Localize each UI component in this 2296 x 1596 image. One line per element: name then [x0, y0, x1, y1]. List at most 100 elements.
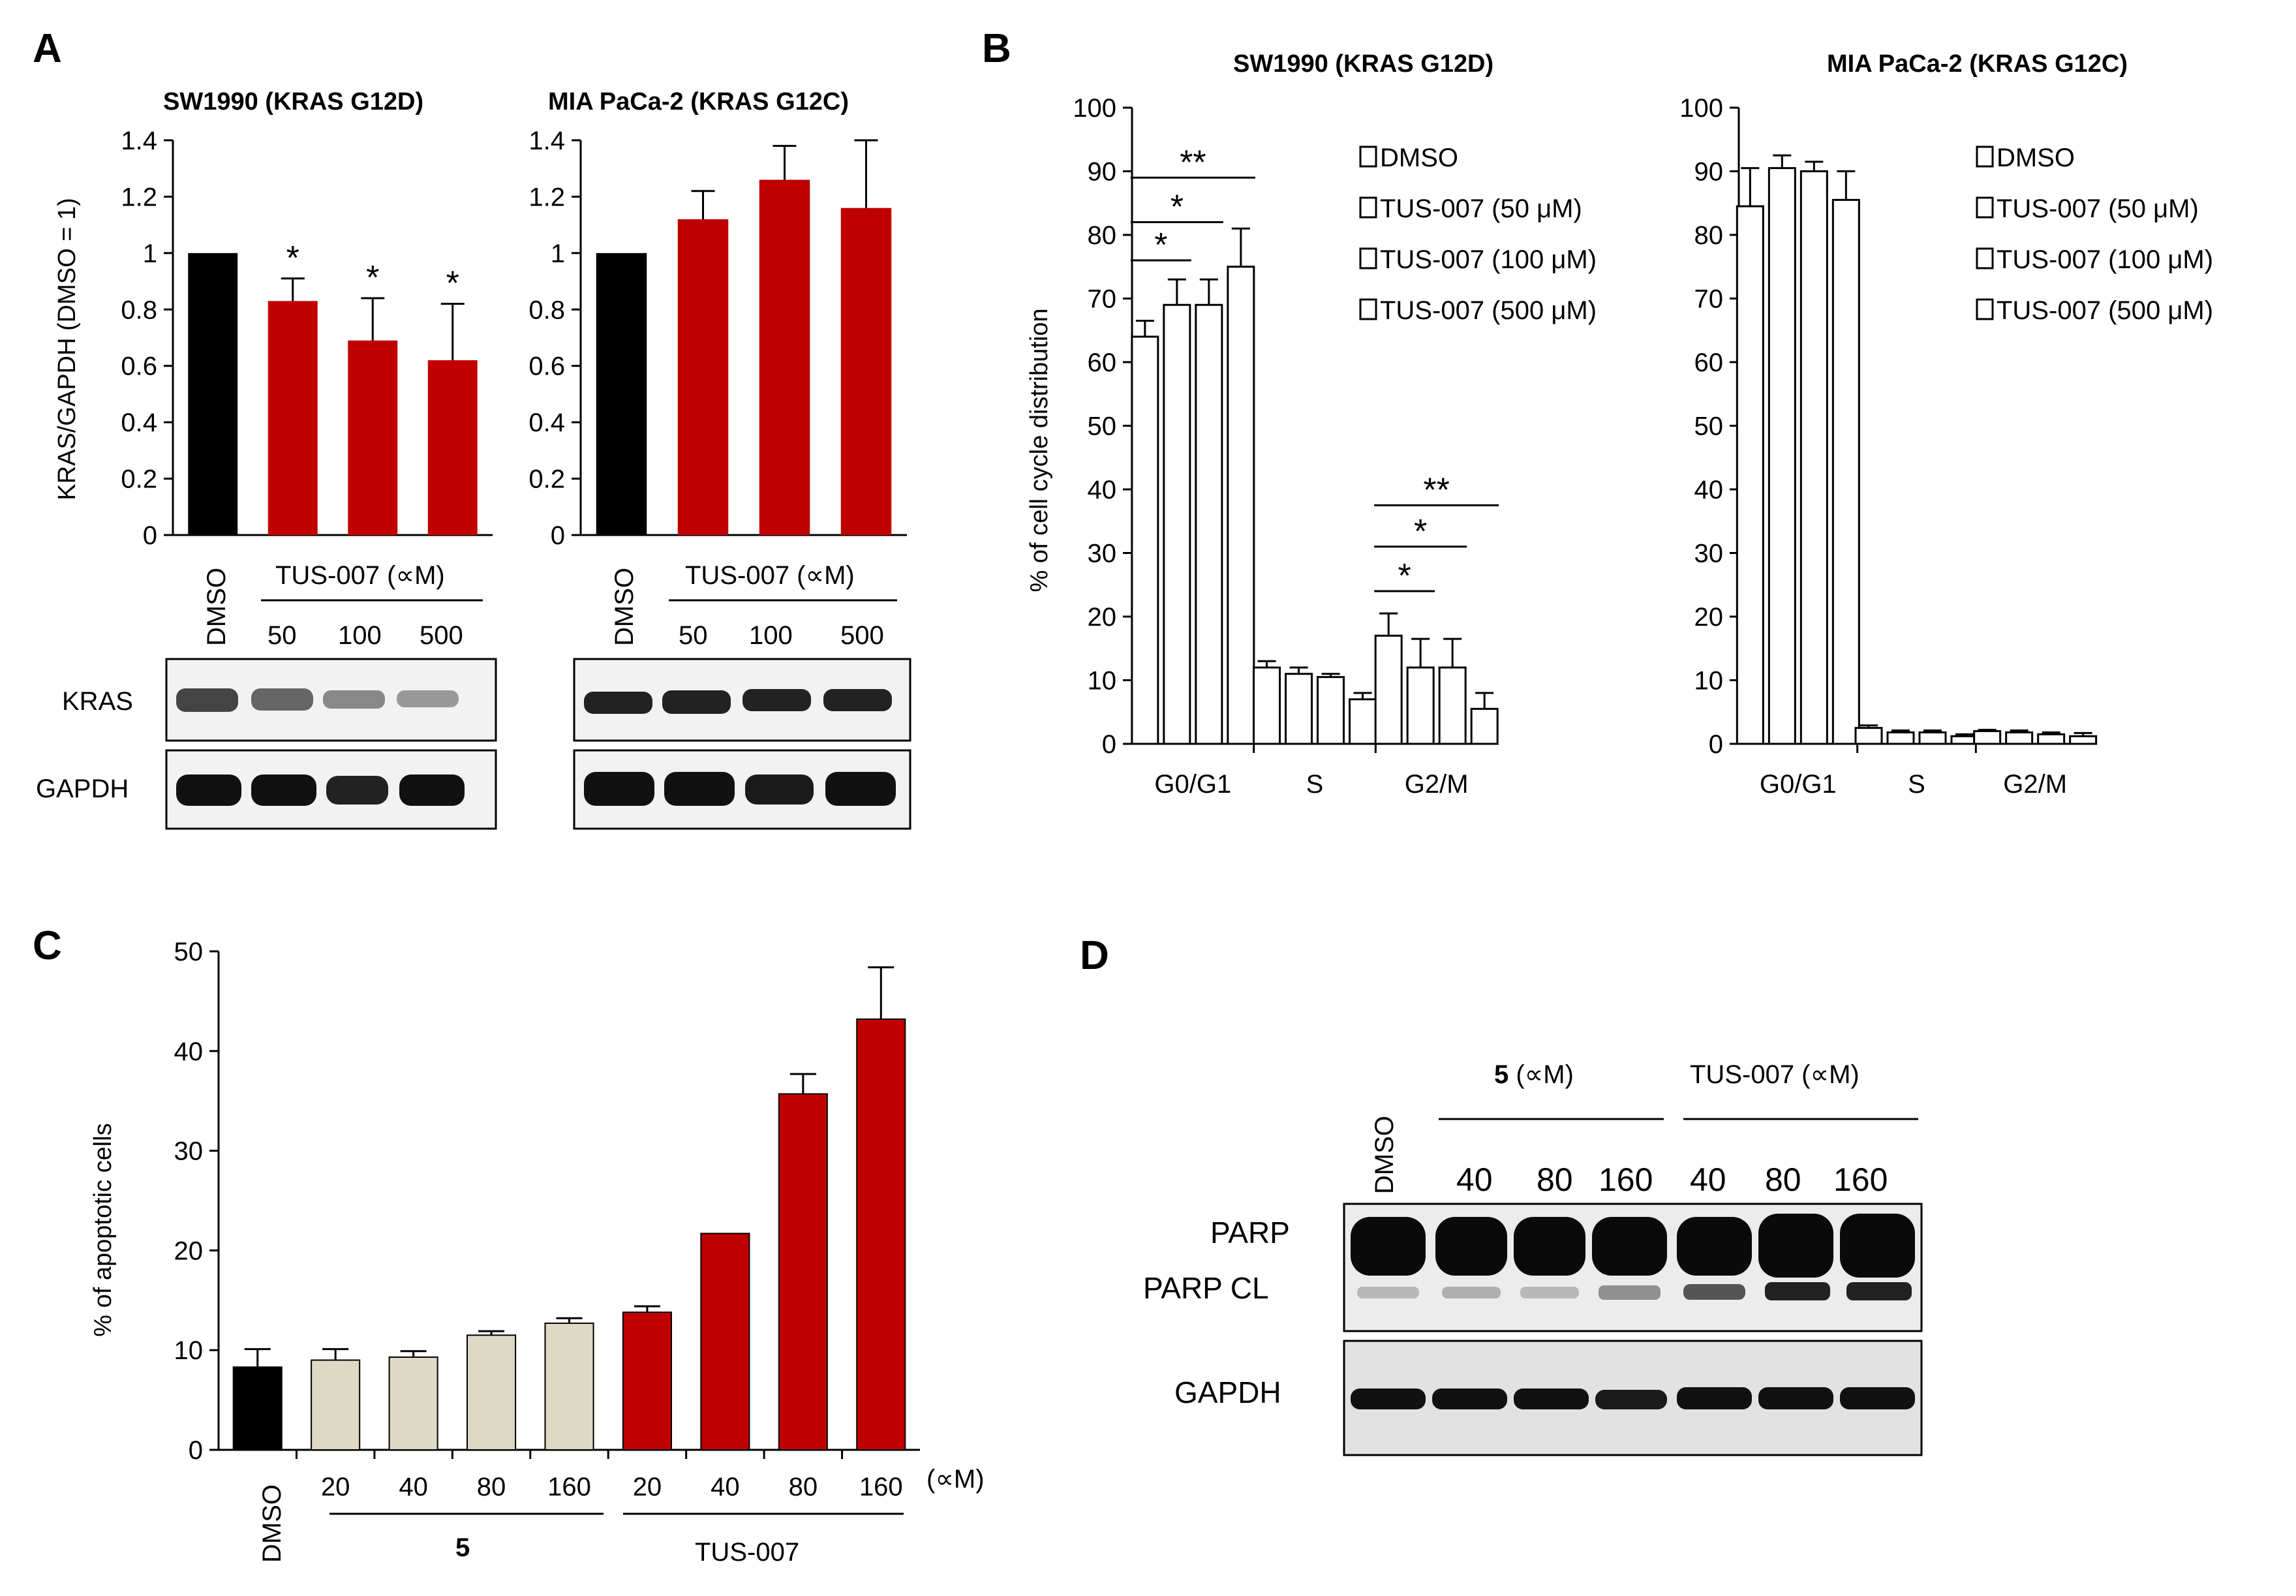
chart-b1-legend-label: TUS-007 (50 μM): [1380, 194, 1582, 223]
chart-c-bar: [700, 1233, 750, 1450]
chart-c-category-dmso: DMSO: [258, 1484, 286, 1563]
chart-c-bar: [467, 1334, 517, 1451]
chart-b1-significance: *: [1154, 226, 1167, 264]
chart-b1-bar: [1227, 266, 1255, 745]
chart-b1-bar: [1317, 676, 1345, 745]
chart-b2-xtick-label: G0/G1: [1760, 770, 1837, 799]
chart-b2-legend-swatch: [1976, 146, 1994, 168]
chart-b1-ytick-label: 90: [1088, 158, 1117, 187]
blot-d-label-parp-cl: PARP CL: [1143, 1271, 1269, 1305]
chart-b2-legend-label: TUS-007 (500 μM): [1997, 296, 2213, 325]
chart-a1-bar: [188, 253, 238, 535]
chart-c-bar: [311, 1359, 361, 1450]
chart-b2-bar: [1886, 731, 1915, 745]
chart-b2-ytick-label: 90: [1694, 158, 1724, 187]
chart-a1-ytick-label: 0.4: [121, 408, 157, 437]
blot-d-lane-1: 40: [1456, 1161, 1493, 1198]
chart-b2-bar: [2069, 735, 2098, 745]
chart-b1-ytick-label: 10: [1088, 667, 1117, 696]
chart-a2-bar: [840, 207, 892, 535]
blot-d-group2-label: TUS-007 (∝M): [1690, 1060, 1860, 1089]
chart-c-ytick-label: 0: [189, 1436, 203, 1465]
chart-b2-ytick-label: 60: [1694, 348, 1724, 377]
panel-letter-c: C: [33, 923, 62, 968]
chart-c-apoptosis: % of apoptotic cells 0 10 20 30 40 50 20 40 80 16…: [89, 938, 985, 1567]
chart-b2-bar: [1918, 731, 1947, 745]
chart-b1-title: SW1990 (KRAS G12D): [1233, 50, 1493, 78]
chart-b1-legend-label: TUS-007 (100 μM): [1380, 245, 1597, 274]
chart-a1-ylabel: KRAS/GAPDH (DMSO = 1): [54, 198, 81, 500]
chart-b1-ylabel: % of cell cycle distribution: [1026, 308, 1053, 592]
chart-b1-ytick-label: 0: [1102, 730, 1116, 759]
chart-b1-ytick-label: 30: [1088, 540, 1117, 568]
chart-b1-bar: [1253, 666, 1281, 745]
chart-c-group-label-5: 5: [455, 1533, 470, 1562]
chart-b-miapaca: MIA PaCa-2 (KRAS G12C) 0 10 20 30 40 50 60 70 80…: [1679, 50, 2213, 799]
chart-c-ytick-label: 50: [174, 938, 204, 966]
chart-b2-ytick-label: 0: [1709, 730, 1723, 759]
blot-d-lane-2: 80: [1537, 1161, 1573, 1198]
chart-b1-significance: **: [1180, 144, 1206, 181]
chart-b2-ytick-label: 70: [1694, 285, 1724, 314]
chart-c-bar: [388, 1356, 438, 1450]
chart-b1-xtick-label: S: [1306, 770, 1324, 799]
chart-a1-ytick-label: 0: [143, 521, 157, 550]
chart-a2-ytick-label: 1.4: [528, 127, 565, 155]
chart-a1-bar: [268, 301, 318, 535]
chart-b1-bar: [1349, 698, 1377, 745]
chart-b2-legend-swatch: [1976, 247, 1994, 269]
chart-b1-bar: [1285, 673, 1313, 745]
chart-a2-bar: [759, 179, 810, 535]
chart-a-sw1990: SW1990 (KRAS G12D) KRAS/GAPDH (DMSO = 1)…: [54, 88, 493, 650]
chart-a1-ytick-label: 0.2: [121, 465, 157, 494]
chart-b1-ytick-label: 50: [1088, 412, 1117, 441]
blot-a1-gapdh: [165, 749, 497, 830]
blot-a1-kras: [165, 658, 497, 742]
blot-a-label-kras: KRAS: [62, 687, 133, 716]
chart-b1-legend-swatch: [1359, 196, 1377, 219]
chart-b2-ytick-label: 50: [1694, 412, 1724, 441]
chart-a1-ytick-label: 0.6: [121, 352, 157, 381]
blot-d-lane-5: 80: [1765, 1161, 1801, 1198]
blot-a2-gapdh: [573, 749, 911, 830]
chart-b2-legend-label: TUS-007 (50 μM): [1997, 194, 2199, 223]
chart-c-ytick-label: 10: [174, 1336, 204, 1365]
chart-b1-bar: [1470, 707, 1499, 745]
chart-b1-bar: [1406, 666, 1435, 745]
chart-c-xtick-label: 160: [547, 1473, 591, 1501]
chart-c-ytick-label: 40: [174, 1037, 204, 1066]
chart-b1-bar: [1374, 634, 1403, 745]
chart-a2-group-label: TUS-007 (∝M): [685, 561, 855, 590]
chart-a-miapaca: MIA PaCa-2 (KRAS G12C) 0 0.2 0.4 0.6 0.8 1 1.2…: [528, 88, 907, 650]
chart-b1-ytick-label: 20: [1088, 603, 1117, 632]
chart-b2-bar: [1799, 170, 1828, 745]
chart-b1-xtick-label: G0/G1: [1154, 770, 1231, 799]
chart-b2-bar: [2037, 733, 2066, 745]
chart-b1-legend-swatch: [1359, 146, 1377, 168]
chart-c-xtick-label: 40: [399, 1473, 428, 1501]
chart-a1-ytick-label: 1.4: [121, 127, 157, 155]
chart-a2-ytick-label: 1.2: [528, 183, 565, 211]
chart-a1-significance: *: [366, 259, 379, 297]
chart-b2-ytick-label: 100: [1679, 94, 1723, 123]
chart-c-xtick-label: 20: [321, 1473, 350, 1501]
chart-b2-bar: [1973, 730, 2002, 745]
chart-b1-bar: [1438, 666, 1467, 745]
blot-d-dmso-label: DMSO: [1370, 1116, 1399, 1194]
chart-c-bar: [622, 1312, 672, 1450]
chart-a2-bar: [596, 253, 647, 535]
chart-b1-legend-swatch: [1359, 247, 1377, 269]
chart-a1-ytick-label: 0.8: [121, 296, 157, 324]
chart-a1-ytick-label: 1: [143, 239, 157, 268]
blot-d-lane-3: 160: [1599, 1161, 1653, 1198]
chart-b1-ytick-label: 40: [1088, 476, 1117, 504]
chart-a1-category-500: 500: [420, 621, 463, 650]
chart-a2-category-500: 500: [840, 621, 884, 650]
chart-b1-xtick-label: G2/M: [1405, 770, 1469, 799]
chart-c-xtick-label: 40: [711, 1473, 740, 1501]
chart-b1-bar: [1195, 303, 1223, 745]
chart-b2-ytick-label: 80: [1694, 221, 1724, 250]
chart-a2-ytick-label: 0.8: [528, 296, 565, 324]
chart-b2-bar: [1768, 167, 1796, 745]
